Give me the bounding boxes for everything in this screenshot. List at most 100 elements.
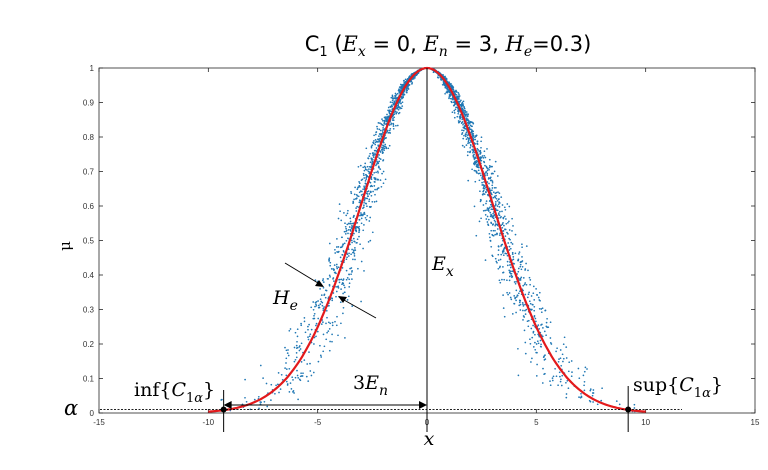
- cloud-drop: [483, 186, 485, 188]
- cloud-drop: [527, 269, 529, 272]
- cloud-drop: [494, 203, 497, 205]
- he-arrow-head-lower: [338, 296, 347, 303]
- cloud-drop: [522, 305, 525, 307]
- cloud-drop: [280, 373, 283, 376]
- cloud-drop: [508, 237, 510, 240]
- cloud-drop: [489, 240, 492, 242]
- cloud-drop: [368, 155, 371, 157]
- cloud-drop: [367, 170, 370, 173]
- cloud-drop: [511, 217, 513, 220]
- cloud-drop: [518, 304, 521, 307]
- cloud-drop: [400, 96, 403, 98]
- cloud-drop: [363, 211, 366, 214]
- cloud-drop: [521, 243, 523, 246]
- cloud-drop: [537, 342, 540, 345]
- cloud-drop: [466, 119, 468, 121]
- cloud-drop: [296, 335, 299, 338]
- cloud-drop: [294, 376, 297, 379]
- cloud-drop: [449, 93, 452, 96]
- cloud-drop: [329, 340, 331, 343]
- cloud-drop: [395, 99, 397, 101]
- cloud-drop: [469, 151, 471, 154]
- cloud-drop: [378, 135, 380, 137]
- y-tick-label: 0.6: [83, 202, 95, 211]
- cloud-drop: [481, 176, 484, 179]
- cloud-drop: [369, 152, 371, 155]
- cloud-drop: [461, 118, 464, 121]
- cloud-drop: [486, 172, 489, 175]
- cloud-drop: [354, 186, 356, 189]
- cloud-drop: [452, 88, 455, 91]
- cloud-drop: [293, 346, 296, 349]
- cloud-drop: [467, 142, 469, 145]
- cloud-drop: [393, 116, 396, 119]
- cloud-drop: [496, 228, 499, 230]
- cloud-drop: [349, 220, 352, 223]
- cloud-drop: [493, 186, 496, 189]
- cloud-drop: [349, 217, 352, 220]
- cloud-drop: [508, 229, 511, 231]
- cloud-drop: [350, 227, 353, 230]
- cloud-drop: [357, 186, 360, 188]
- cloud-drop: [491, 233, 494, 236]
- cloud-drop: [373, 171, 376, 174]
- cloud-drop: [519, 277, 522, 280]
- cloud-drop: [525, 262, 527, 265]
- cloud-drop: [329, 264, 332, 267]
- cloud-drop: [633, 403, 636, 406]
- cloud-drop: [376, 178, 379, 181]
- cloud-drop: [391, 95, 394, 98]
- cloud-drop: [370, 194, 373, 197]
- cloud-drop: [389, 101, 392, 103]
- cloud-drop: [501, 278, 503, 281]
- cloud-drop: [379, 129, 382, 132]
- cloud-drop: [366, 165, 369, 168]
- cloud-drop: [292, 391, 294, 393]
- cloud-drop: [334, 320, 336, 323]
- cloud-drop: [363, 198, 366, 201]
- cloud-drop: [483, 150, 486, 153]
- cloud-drop: [343, 284, 345, 287]
- cloud-drop: [567, 387, 570, 390]
- cloud-drop: [508, 279, 511, 282]
- cloud-drop: [315, 335, 317, 338]
- cloud-drop: [508, 292, 511, 294]
- cloud-drop: [524, 352, 527, 355]
- cloud-drop: [403, 79, 405, 82]
- cloud-drop: [545, 321, 548, 324]
- cloud-drop: [354, 227, 357, 229]
- cloud-drop: [349, 230, 352, 232]
- cloud-drop: [338, 203, 341, 205]
- cloud-drop: [523, 329, 526, 332]
- cloud-drop: [459, 100, 461, 103]
- cloud-drop: [402, 92, 405, 94]
- cloud-drop: [507, 221, 509, 224]
- cloud-drop: [286, 352, 289, 354]
- cloud-drop: [388, 129, 391, 132]
- cloud-drop: [567, 370, 570, 373]
- cloud-drop: [284, 346, 286, 349]
- cloud-drop: [381, 148, 384, 151]
- cloud-drop: [371, 173, 374, 176]
- cloud-drop: [633, 407, 636, 409]
- cloud-drop: [350, 267, 353, 269]
- cloud-drop: [502, 294, 504, 296]
- cloud-drop: [359, 186, 361, 188]
- cloud-drop: [285, 374, 288, 377]
- cloud-drop: [458, 93, 460, 96]
- cloud-drop: [374, 153, 377, 156]
- cloud-drop: [346, 212, 349, 215]
- cloud-drop: [326, 331, 328, 334]
- cloud-drop: [349, 267, 351, 270]
- cloud-drop: [344, 233, 347, 235]
- cloud-drop: [322, 321, 324, 323]
- cloud-drop: [339, 256, 342, 259]
- cloud-drop: [457, 91, 460, 94]
- cloud-drop: [384, 143, 387, 146]
- cloud-drop: [501, 252, 504, 254]
- cloud-drop: [378, 128, 381, 131]
- cloud-drop: [263, 400, 266, 403]
- cloud-drop: [519, 299, 522, 302]
- cloud-drop: [502, 230, 505, 232]
- cloud-drop: [535, 343, 538, 345]
